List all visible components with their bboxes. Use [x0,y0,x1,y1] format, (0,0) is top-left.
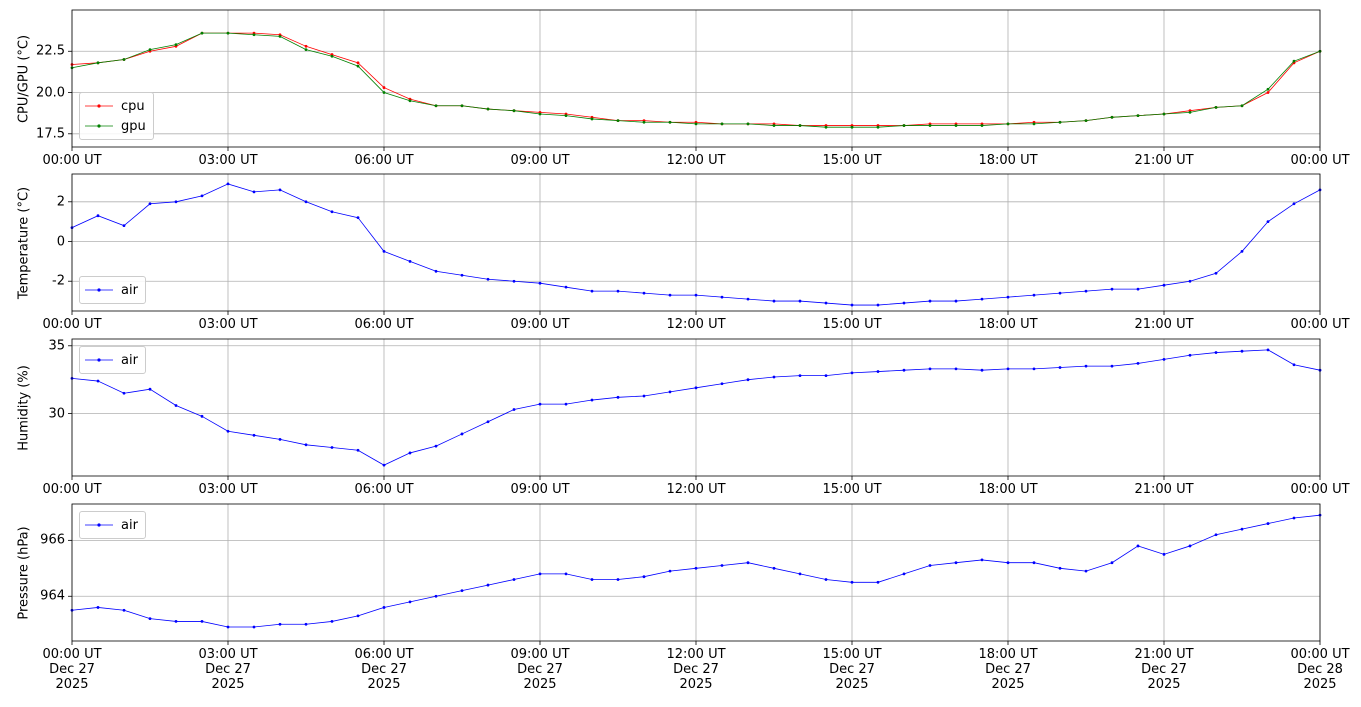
x-tick-label: 00:00 UT Dec 28 2025 [1290,647,1350,692]
x-tick-label: 00:00 UT [1290,482,1350,497]
x-tick-label: 21:00 UT [1134,317,1194,332]
legend: air [79,276,146,304]
x-tick-label: 00:00 UT [42,317,102,332]
y-tick-label: 0 [56,234,65,249]
legend-label: air [121,352,138,368]
x-tick-label: 00:00 UT [1290,153,1350,168]
legend-entry: air [85,515,138,535]
x-tick-label: 18:00 UT [978,153,1038,168]
x-tick-label: 06:00 UT [354,482,414,497]
y-tick-label: 17.5 [36,126,65,142]
y-tick-label: 2 [56,194,65,210]
x-tick-label: 00:00 UT [1290,317,1350,332]
x-tick-label: 03:00 UT [198,153,258,168]
x-tick-label: 12:00 UT [666,153,726,168]
x-tick-label: 18:00 UT Dec 27 2025 [978,647,1038,692]
series-line [70,348,1322,467]
x-tick-label: 06:00 UT [354,153,414,168]
legend-entry: air [85,350,138,370]
axes-frame [71,338,1321,477]
x-tick-label: 06:00 UT Dec 27 2025 [354,647,414,692]
x-tick-label: 12:00 UT Dec 27 2025 [666,647,726,692]
y-tick-label: 20.0 [36,85,65,101]
x-tick-label: 15:00 UT Dec 27 2025 [822,647,882,692]
legend-entry: air [85,280,138,300]
legend-dot [97,288,101,292]
axes-frame [71,9,1321,148]
x-tick-label: 21:00 UT [1134,482,1194,497]
y-axis-label: CPU/GPU (°C) [16,34,32,123]
series-line [70,182,1322,307]
x-tick-label: 09:00 UT [510,482,570,497]
legend: cpu gpu [79,92,154,140]
y-tick-label: 966 [40,532,65,548]
legend-dot [97,358,101,362]
x-tick-label: 00:00 UT [42,482,102,497]
legend: air [79,511,146,539]
legend-dot [97,124,101,128]
legend-swatch [85,288,113,292]
x-tick-label: 21:00 UT Dec 27 2025 [1134,647,1194,692]
x-tick-label: 03:00 UT Dec 27 2025 [198,647,258,692]
x-tick-label: 12:00 UT [666,482,726,497]
y-tick-label: 22.5 [36,43,65,59]
y-axis-label: Pressure (hPa) [16,525,32,620]
x-tick-label: 12:00 UT [666,317,726,332]
legend-swatch [85,358,113,362]
x-tick-label: 18:00 UT [978,317,1038,332]
x-tick-label: 00:00 UT [42,153,102,168]
legend-entry: cpu [85,96,146,116]
y-tick-label: 35 [48,338,65,354]
x-tick-label: 15:00 UT [822,317,882,332]
y-tick-label: 964 [40,588,65,604]
legend-swatch [85,104,113,108]
x-tick-label: 09:00 UT Dec 27 2025 [510,647,570,692]
x-tick-label: 03:00 UT [198,482,258,497]
x-tick-label: 21:00 UT [1134,153,1194,168]
x-tick-label: 15:00 UT [822,153,882,168]
legend-dot [97,104,101,108]
y-axis-label: Temperature (°C) [16,186,32,299]
legend-label: cpu [121,98,145,114]
y-tick-label: 30 [48,406,65,422]
y-tick-label: -2 [52,273,65,289]
legend-label: gpu [121,118,146,134]
series-line [70,513,1322,629]
legend-swatch [85,124,113,128]
axes-frame [71,503,1321,642]
axes-frame [71,173,1321,312]
legend-dot [97,523,101,527]
y-axis-label: Humidity (%) [16,364,32,451]
x-tick-label: 00:00 UT Dec 27 2025 [42,647,102,692]
x-tick-label: 09:00 UT [510,317,570,332]
x-tick-label: 18:00 UT [978,482,1038,497]
legend-label: air [121,517,138,533]
x-tick-label: 09:00 UT [510,153,570,168]
legend-label: air [121,282,138,298]
legend-entry: gpu [85,116,146,136]
x-tick-label: 03:00 UT [198,317,258,332]
series-line [70,31,1322,129]
x-tick-label: 06:00 UT [354,317,414,332]
legend: air [79,346,146,374]
x-tick-label: 15:00 UT [822,482,882,497]
legend-swatch [85,523,113,527]
